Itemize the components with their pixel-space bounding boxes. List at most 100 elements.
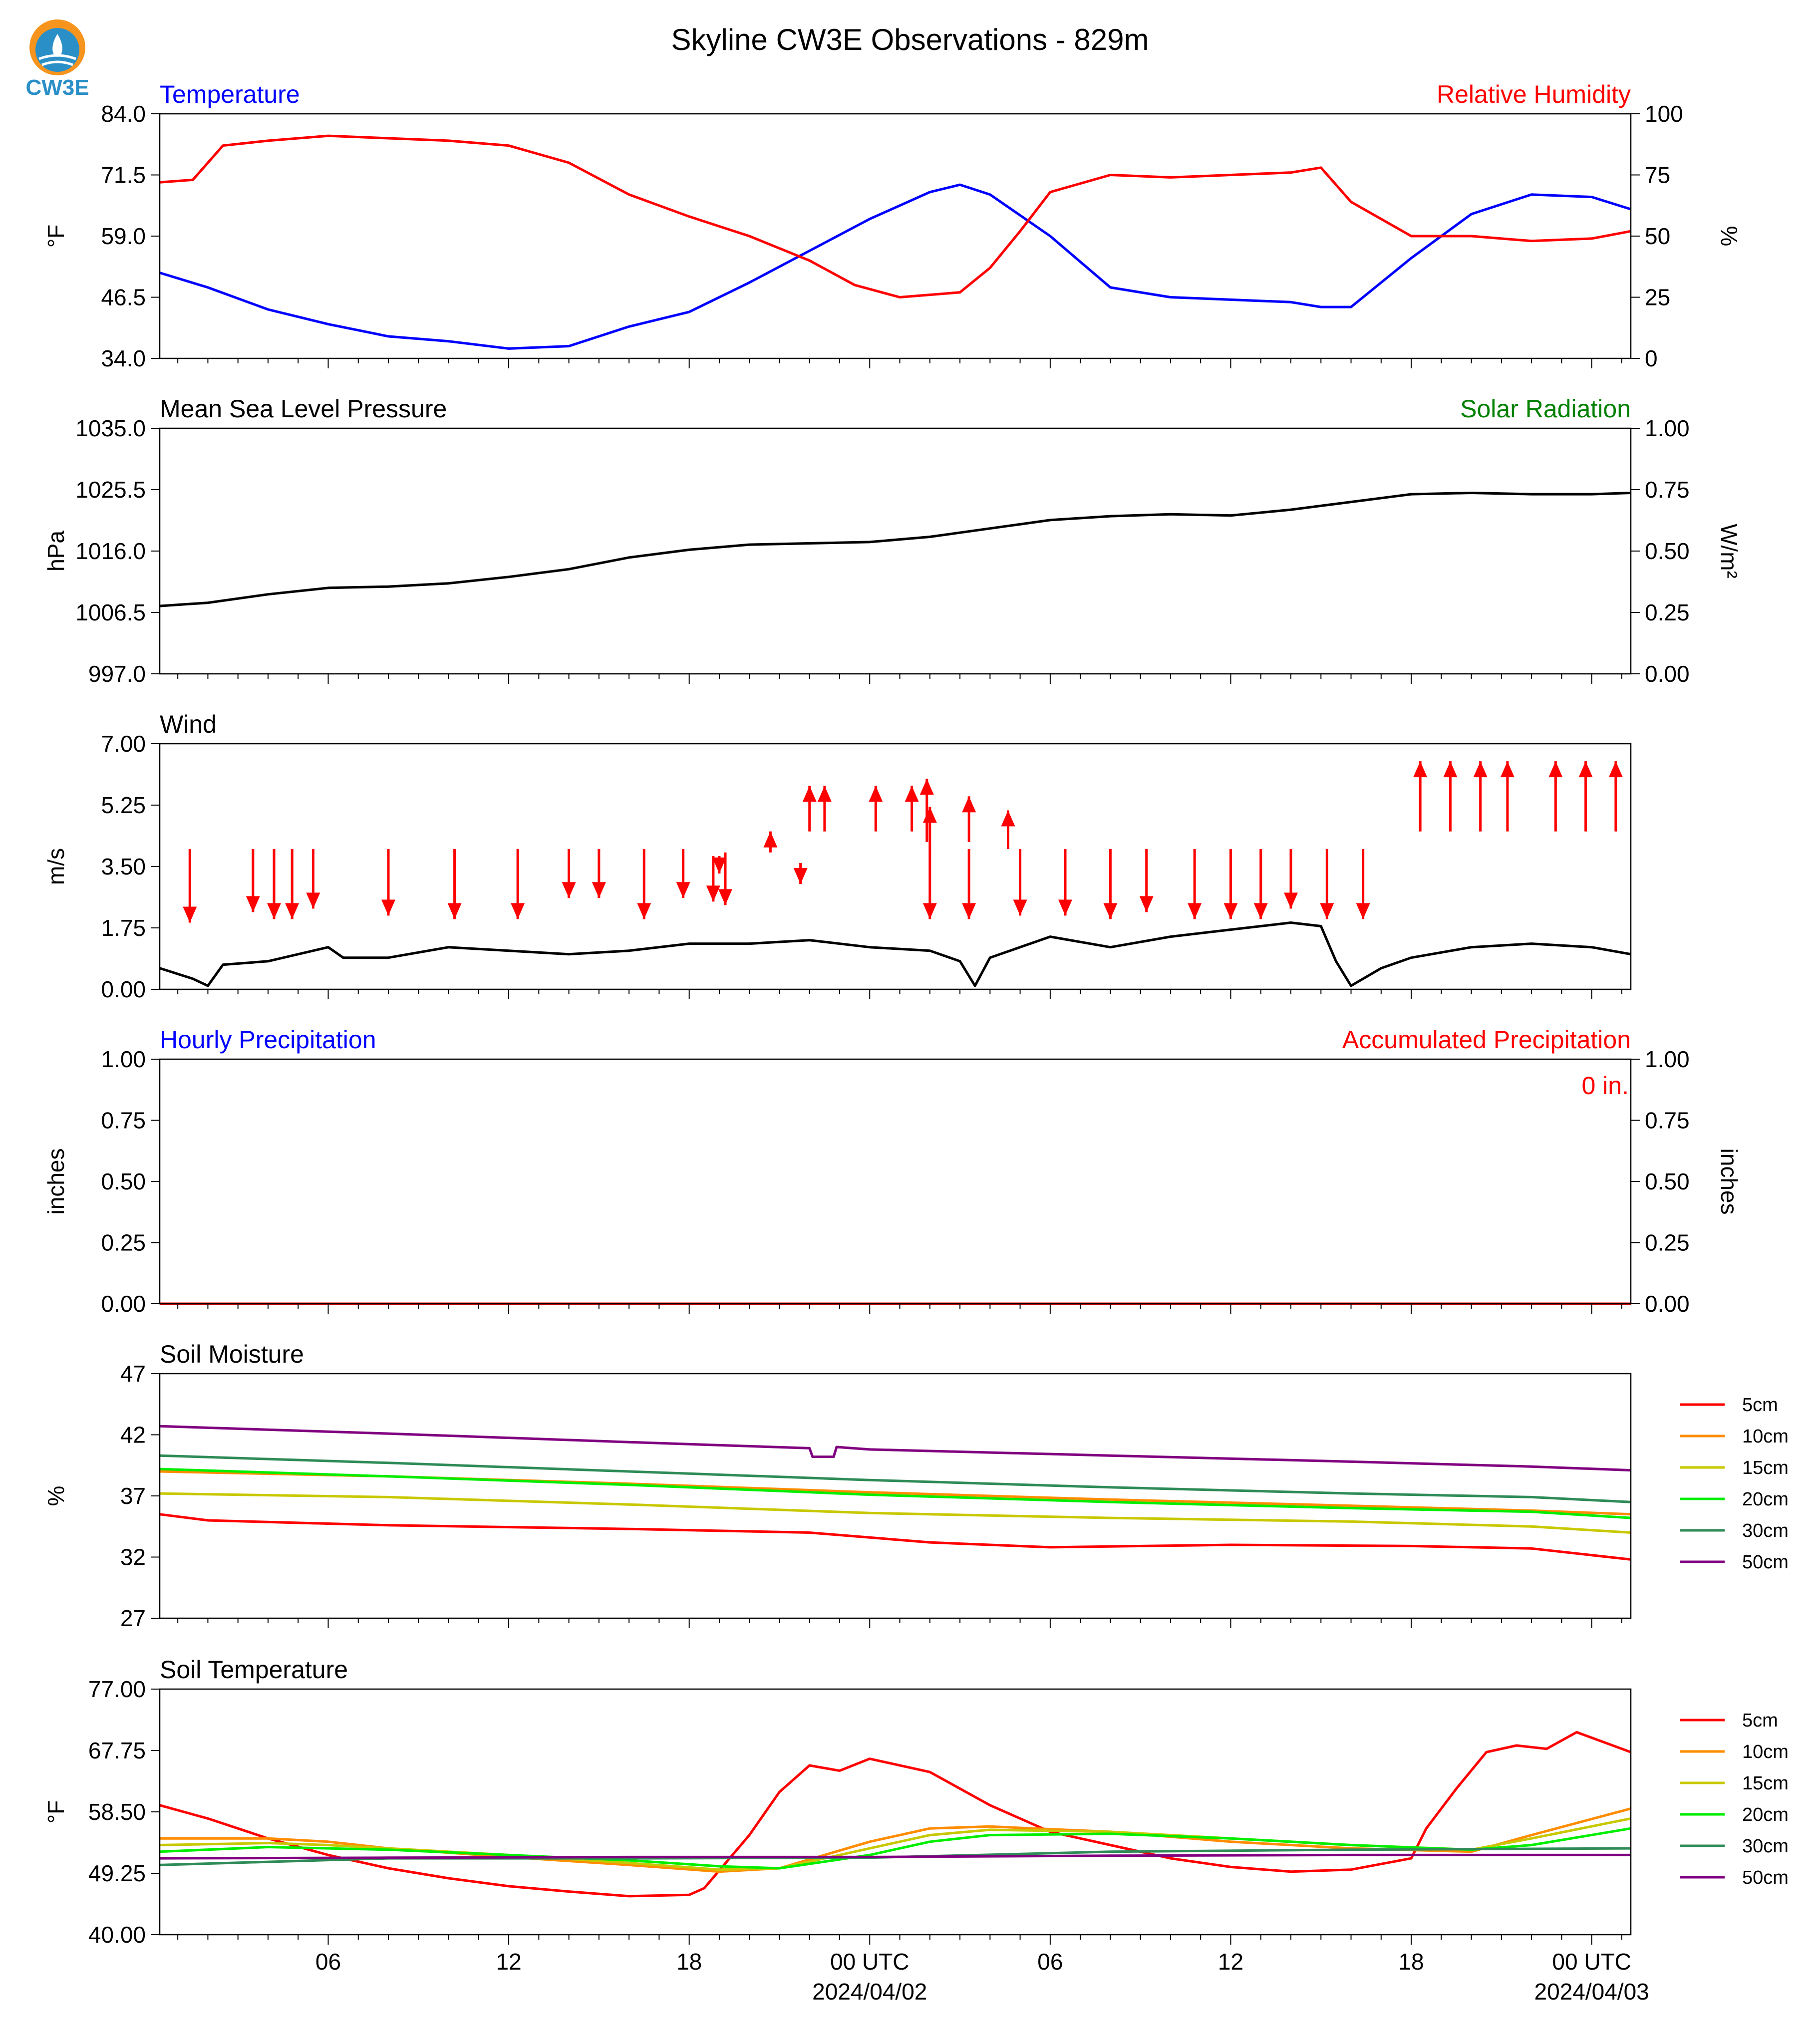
wind-arrow-head	[381, 899, 396, 916]
wind-arrow	[922, 849, 937, 919]
wind-arrow	[1356, 849, 1370, 919]
y-tick-label: 84.0	[101, 101, 146, 127]
panel-soil-moisture: 27 32 37 42 47% Soil Moisture 5cm 10cm 15cm 20cm 3…	[43, 1340, 1789, 1631]
wind-arrow	[1473, 761, 1488, 832]
panel-title-right: Accumulated Precipitation	[1342, 1026, 1631, 1054]
wind-arrow-head	[183, 906, 197, 923]
panel-title-left: Soil Temperature	[160, 1656, 348, 1684]
series-line-wind	[159, 921, 1631, 987]
wind-arrow-head	[869, 786, 883, 802]
wind-arrow	[962, 849, 976, 919]
wind-arrow	[285, 849, 300, 919]
wind-arrow	[1320, 849, 1334, 919]
series-line-20cm	[159, 1827, 1631, 1870]
y-axis-label-right: W/m²	[1716, 524, 1742, 579]
y-tick-label-right: 1.00	[1645, 415, 1690, 441]
y-tick-label: 1035.0	[75, 415, 146, 441]
y-tick-label-right: 1.00	[1645, 1046, 1690, 1072]
wind-arrow-head	[1139, 896, 1154, 912]
y-tick-label-right: 0.00	[1645, 661, 1690, 687]
wind-arrow-head	[306, 892, 320, 909]
x-tick-label: 12	[496, 1949, 521, 1975]
wind-arrow	[919, 779, 934, 842]
legend-label: 5cm	[1742, 1710, 1778, 1731]
x-date-label: 2024/04/02	[812, 1979, 927, 2005]
panel-temp-rh: 34.0 46.5 59.0 71.5 84.0 0 25 50 75 100 °F % Tempera…	[43, 80, 1742, 371]
y-tick-label: 997.0	[88, 661, 146, 687]
legend-label: 20cm	[1742, 1489, 1789, 1510]
wind-arrow	[1500, 761, 1515, 832]
y-axis-label: °F	[43, 1800, 69, 1824]
x-date-label: 2024/04/03	[1534, 1979, 1649, 2005]
y-axis-label-right: inches	[1716, 1149, 1742, 1215]
wind-arrow	[562, 849, 576, 898]
panel-title-left: Soil Moisture	[160, 1340, 304, 1368]
y-tick-label-right: 0	[1645, 345, 1658, 371]
wind-arrow	[1608, 761, 1623, 832]
y-tick-label: 0.50	[101, 1168, 146, 1194]
legend-label: 50cm	[1742, 1552, 1789, 1573]
y-tick-label-right: 0.00	[1645, 1291, 1690, 1317]
x-tick-label: 06	[1037, 1949, 1063, 1975]
wind-arrow-head	[905, 786, 919, 802]
wind-arrow-head	[1188, 903, 1202, 919]
logo-text: CW3E	[25, 75, 89, 100]
y-axis-label: m/s	[43, 848, 69, 885]
y-axis-label: hPa	[43, 531, 69, 572]
series-line-30cm	[159, 1454, 1631, 1503]
panel-title-right: Solar Radiation	[1460, 395, 1631, 423]
wind-arrow-head	[447, 903, 462, 919]
wind-arrow	[592, 849, 606, 898]
cw3e-logo: CW3E	[25, 19, 89, 100]
y-tick-label: 1006.5	[75, 599, 146, 625]
series-line-5cm	[159, 1513, 1631, 1561]
legend-label: 10cm	[1742, 1426, 1789, 1447]
wind-arrow-head	[637, 903, 651, 919]
wind-arrow-head	[922, 903, 937, 919]
y-tick-label: 37	[120, 1483, 146, 1509]
wind-arrow-head	[1548, 761, 1563, 778]
y-tick-label: 5.25	[101, 792, 146, 818]
panel-title-left: Temperature	[160, 80, 300, 108]
wind-arrow-head	[1001, 810, 1015, 827]
wind-arrow-head	[802, 786, 817, 802]
y-tick-label-right: 0.50	[1645, 538, 1690, 564]
wind-arrow	[905, 786, 919, 832]
wind-arrow	[1413, 761, 1428, 832]
y-tick-label: 77.00	[88, 1676, 146, 1702]
wind-arrow	[1443, 761, 1458, 832]
y-tick-label: 0.25	[101, 1230, 146, 1256]
series-line-50cm	[159, 1425, 1631, 1472]
legend: 5cm 10cm 15cm 20cm 30cm 50cm	[1680, 1710, 1789, 1888]
wind-arrow-head	[962, 796, 976, 813]
y-tick-label: 34.0	[101, 345, 146, 371]
y-tick-label: 1025.5	[75, 477, 146, 503]
wind-arrow-head	[712, 858, 726, 874]
wind-arrow-head	[817, 786, 832, 802]
legend-label: 30cm	[1742, 1836, 1789, 1857]
panel-title-left: Mean Sea Level Pressure	[160, 395, 447, 423]
wind-arrow-head	[1356, 903, 1370, 919]
wind-arrow-head	[246, 896, 260, 912]
wind-arrow	[802, 786, 817, 832]
wind-arrow-head	[793, 868, 808, 884]
wind-arrow	[817, 786, 832, 832]
wind-arrow-head	[962, 903, 976, 919]
wind-arrow	[183, 849, 197, 923]
logo-drop-icon	[52, 34, 62, 57]
y-tick-label: 1.00	[101, 1046, 146, 1072]
panel-precip: 0.00 0.25 0.50 0.75 1.00 0.00 0.25 0.50 0.75 1.00…	[43, 1026, 1742, 1317]
wind-arrow	[962, 796, 976, 842]
wind-arrow-head	[1500, 761, 1515, 778]
wind-arrow	[869, 786, 883, 832]
wind-arrow	[511, 849, 525, 919]
y-tick-label: 46.5	[101, 285, 146, 310]
wind-arrow-head	[718, 889, 732, 905]
legend-label: 50cm	[1742, 1867, 1789, 1888]
y-tick-label-right: 50	[1645, 223, 1670, 249]
wind-arrow-head	[1608, 761, 1623, 778]
wind-arrow-head	[1223, 903, 1238, 919]
wind-arrow	[1578, 761, 1593, 832]
y-tick-label: 42	[120, 1422, 146, 1448]
wind-arrow	[1223, 849, 1238, 919]
